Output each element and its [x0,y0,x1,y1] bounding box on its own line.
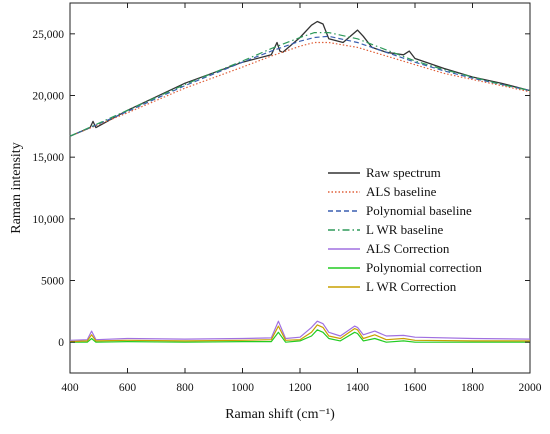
series-line-2 [69,35,531,137]
y-tick-label: 25,000 [32,29,64,41]
series-line-4 [69,320,531,341]
x-tick-label: 1600 [404,382,427,394]
legend-label: L WR Correction [366,279,457,294]
y-tick-label: 20,000 [32,91,64,103]
y-axis-title: Raman intensity [9,142,24,233]
series-line-3 [69,32,531,137]
series-curves [69,20,531,343]
x-axis-ticks: 400 600 800 1000 1200 1400 1600 1800 2000 [61,3,542,394]
legend-label: Polynomial correction [366,260,482,275]
x-tick-label: 1200 [289,382,312,394]
x-tick-label: 800 [176,382,194,394]
y-tick-label: 10,000 [32,214,64,226]
x-tick-label: 1000 [231,382,254,394]
legend-label: Polynomial baseline [366,203,472,218]
x-tick-label: 600 [119,382,137,394]
legend-label: ALS Correction [366,241,450,256]
legend-label: Raw spectrum [366,165,441,180]
y-tick-label: 5000 [41,276,64,288]
plot-frame [69,2,531,374]
x-tick-label: 1400 [346,382,369,394]
x-tick-label: 2000 [519,382,542,394]
x-tick-label: 1800 [461,382,484,394]
y-axis-ticks: 0 5000 10,000 15,000 20,000 25,000 [32,29,530,349]
series-line-5 [70,329,530,343]
legend-label: ALS baseline [366,184,437,199]
y-tick-label: 15,000 [32,152,64,164]
series-line-6 [69,324,530,343]
x-tick-label: 400 [61,382,79,394]
x-axis-title: Raman shift (cm⁻¹) [225,407,335,422]
series-line-0 [69,20,531,137]
legend: Raw spectrum ALS baseline Polynomial basel… [328,165,482,294]
y-tick-label: 0 [58,337,64,349]
legend-label: L WR baseline [366,222,443,237]
